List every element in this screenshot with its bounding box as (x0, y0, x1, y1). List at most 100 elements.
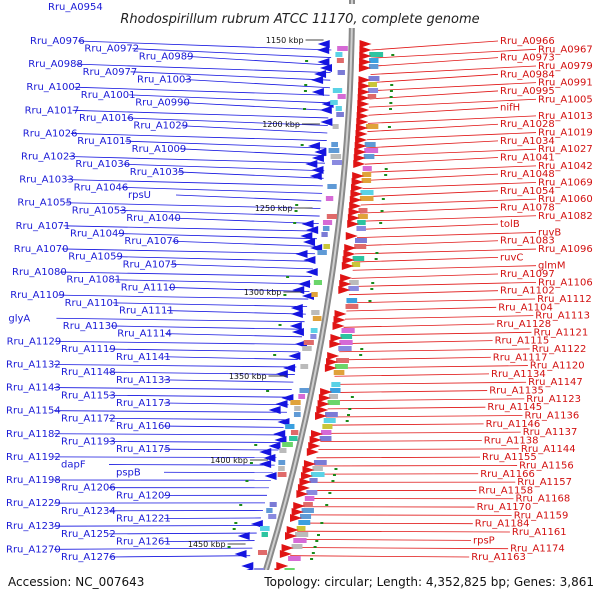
cog-feature (327, 184, 337, 189)
reverse-gene-feature (291, 328, 304, 336)
cog-feature (363, 154, 375, 159)
cog-feature (306, 490, 318, 495)
reverse-gene-label: Rru_A1080 (12, 267, 67, 278)
cog-feature (362, 166, 372, 171)
reverse-gene-label: Rru_A1154 (6, 406, 61, 417)
reverse-gene-label: Rru_A1046 (74, 182, 129, 193)
cog-feature (303, 502, 313, 507)
reverse-gene-feature (303, 256, 316, 264)
reverse-gene-label: Rru_A1109 (10, 290, 65, 301)
label-connector (132, 48, 332, 58)
forward-gene-label: Rru_A0984 (500, 69, 555, 80)
reverse-gene-label: Rru_A1148 (61, 367, 116, 378)
forward-gene-feature (334, 310, 347, 318)
gc-marker (303, 90, 307, 92)
reverse-gene-label: Rru_A1033 (19, 175, 74, 186)
label-connector (334, 373, 490, 377)
label-connector (357, 232, 537, 238)
cog-feature (310, 328, 318, 333)
cog-feature (312, 316, 322, 321)
label-connector (186, 56, 331, 66)
label-connector (352, 265, 537, 271)
label-connector (359, 215, 537, 222)
gc-marker (368, 300, 372, 302)
reverse-gene-label: Rru_A1133 (116, 375, 171, 386)
forward-gene-label: Rru_A1157 (517, 477, 572, 488)
reverse-gene-label: Rru_A1192 (6, 452, 61, 463)
forward-gene-label: Rru_A1096 (538, 244, 593, 255)
forward-gene-feature (357, 100, 370, 108)
cog-feature (312, 466, 323, 471)
label-connector (53, 433, 282, 436)
label-connector (53, 410, 287, 413)
reverse-gene-feature (290, 310, 303, 318)
reverse-gene-feature (292, 286, 305, 294)
label-connector (343, 323, 495, 328)
label-connector (181, 125, 328, 134)
label-connector (168, 287, 310, 292)
reverse-gene-label: Rru_A1209 (116, 490, 171, 501)
label-connector (359, 207, 499, 214)
cog-feature (368, 82, 378, 87)
label-connector (68, 156, 325, 164)
forward-gene-label: Rru_A1048 (500, 169, 555, 180)
forward-gene-feature (309, 436, 322, 444)
forward-gene-feature (359, 58, 372, 66)
label-connector (125, 140, 327, 149)
reverse-gene-feature (288, 352, 301, 360)
forward-gene-label: Rru_A1060 (538, 194, 593, 205)
forward-gene-feature (351, 184, 364, 192)
label-connector (54, 340, 301, 345)
reverse-gene-label: Rru_A1141 (116, 352, 171, 363)
forward-gene-feature (349, 196, 362, 204)
reverse-gene-feature (311, 166, 324, 174)
forward-gene-feature (353, 160, 366, 168)
cog-feature (330, 388, 341, 393)
reverse-gene-label: Rru_A0989 (139, 51, 194, 62)
forward-gene-label: Rru_A0973 (500, 53, 555, 64)
label-connector (58, 294, 309, 300)
forward-gene-feature (342, 256, 355, 264)
forward-gene-feature (293, 502, 306, 510)
label-connector (166, 310, 306, 315)
reverse-gene-label: Rru_A1040 (126, 213, 181, 224)
forward-gene-feature (351, 178, 364, 186)
reverse-gene-feature (319, 106, 332, 114)
gc-marker (313, 546, 317, 548)
reverse-gene-feature (305, 268, 318, 276)
cog-feature (323, 244, 330, 249)
cog-feature (260, 526, 270, 531)
forward-gene-label: rpsP (473, 535, 495, 546)
cog-feature (345, 304, 359, 309)
cog-feature (279, 448, 287, 453)
scale-ticks: 1150 kbp 1200 kbp 1250 kbp 1300 kbp 1350 kbp… (188, 36, 324, 549)
cog-feature (311, 292, 318, 297)
forward-gene-feature (306, 448, 319, 456)
label-connector (108, 394, 291, 398)
label-connector (130, 71, 331, 81)
label-connector (369, 82, 537, 92)
label-connector (163, 356, 298, 360)
forward-gene-feature (359, 40, 372, 48)
forward-gene-label: Rru_A1145 (487, 402, 542, 413)
cog-feature (303, 340, 314, 345)
forward-gene-label: Rru_A1013 (538, 111, 593, 122)
label-connector (53, 387, 292, 391)
label-connector (108, 464, 275, 466)
forward-gene-label: Rru_A0995 (500, 86, 555, 97)
cog-feature (299, 388, 310, 393)
cog-feature (290, 430, 299, 435)
cog-feature (337, 70, 345, 75)
gc-marker (283, 294, 287, 296)
reverse-gene-feature (263, 454, 276, 462)
gc-marker (273, 354, 277, 356)
label-connector (360, 198, 537, 206)
label-connector (336, 365, 528, 369)
genome-backbone (253, 0, 355, 600)
cog-feature (337, 46, 348, 51)
forward-gene-feature (357, 88, 370, 96)
reverse-gene-label: Rru_A1130 (63, 321, 118, 332)
reverse-gene-label: Rru_A0990 (135, 98, 190, 109)
forward-gene-feature (308, 442, 321, 450)
